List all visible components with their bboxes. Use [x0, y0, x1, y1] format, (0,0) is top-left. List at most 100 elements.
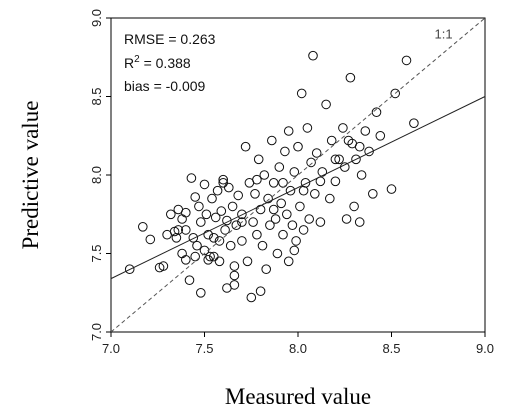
data-point [214, 236, 225, 246]
data-point [242, 256, 253, 267]
points-layer [124, 50, 419, 303]
data-point [252, 229, 262, 240]
data-point [321, 99, 331, 110]
data-point [364, 146, 374, 157]
r2-value: = 0.388 [140, 55, 191, 71]
data-point [289, 245, 300, 256]
data-point [229, 261, 240, 271]
data-point [237, 236, 247, 246]
data-point [283, 256, 294, 267]
data-point [124, 264, 135, 275]
data-point [340, 162, 350, 172]
data-point [218, 174, 228, 185]
data-point [296, 88, 307, 99]
x-axis: 7.0 7.5 8.0 8.5 9.0 [102, 332, 494, 356]
data-point [330, 176, 341, 187]
data-point [291, 236, 301, 246]
rmse-text: RMSE = 0.263 [124, 31, 216, 47]
data-point [203, 229, 213, 240]
data-point [375, 131, 386, 141]
data-point [306, 157, 316, 168]
data-point [386, 184, 397, 194]
data-point [354, 217, 365, 227]
data-point [194, 201, 204, 212]
data-point [205, 251, 215, 262]
data-point [214, 256, 225, 267]
y-tick-label: 8.5 [89, 87, 104, 105]
data-point [212, 185, 223, 196]
data-point [315, 217, 326, 227]
data-point [257, 240, 268, 251]
data-point [255, 286, 266, 297]
r2-superscript: 2 [134, 54, 140, 65]
data-point [181, 254, 191, 265]
data-point [196, 288, 206, 298]
y-tick-label: 7.5 [89, 244, 104, 262]
data-point [231, 220, 242, 230]
data-point [263, 193, 273, 204]
bias-text: bias = -0.009 [124, 78, 206, 94]
data-point [259, 170, 270, 180]
r2-text: R2 = 0.388 [124, 54, 191, 71]
data-point [253, 154, 264, 165]
data-point [401, 55, 412, 66]
r2-prefix: R [124, 55, 134, 71]
data-point [268, 204, 279, 215]
data-point [145, 234, 156, 245]
x-tick-label: 8.0 [289, 341, 307, 356]
x-tick-label: 7.0 [102, 341, 120, 356]
data-point [229, 270, 240, 281]
data-point [261, 264, 272, 275]
data-point [173, 225, 184, 235]
data-point [282, 209, 292, 220]
data-point [289, 167, 300, 177]
data-point [278, 229, 288, 240]
data-point [360, 126, 371, 136]
data-point [276, 198, 287, 209]
data-point [351, 154, 361, 165]
data-point [218, 178, 228, 188]
x-tick-label: 7.5 [195, 341, 213, 356]
data-point [237, 217, 247, 227]
data-point [283, 126, 294, 136]
data-point [356, 170, 367, 180]
y-tick-label: 9.0 [89, 9, 104, 27]
y-tick-label: 7.0 [89, 323, 104, 341]
data-point [345, 72, 356, 83]
data-point [293, 141, 303, 152]
data-point [227, 201, 238, 212]
data-point [237, 209, 247, 220]
data-point [220, 225, 230, 235]
data-point [248, 217, 258, 227]
data-point [246, 292, 257, 303]
data-point [354, 141, 365, 152]
data-point [158, 261, 169, 271]
data-point [188, 233, 199, 243]
data-point [225, 240, 236, 251]
data-point [317, 167, 328, 177]
data-point [177, 248, 187, 259]
data-point [278, 178, 288, 188]
data-point [138, 222, 148, 232]
data-point [229, 280, 240, 290]
data-point [287, 220, 298, 230]
data-point [409, 118, 419, 128]
data-point [240, 141, 251, 152]
data-point [196, 217, 206, 227]
data-point [311, 148, 322, 158]
data-point [171, 233, 182, 243]
data-point [298, 225, 309, 235]
data-point [371, 107, 382, 117]
data-point [186, 173, 197, 183]
data-point [343, 135, 354, 146]
y-axis: 7.0 7.5 8.0 8.5 9.0 [89, 9, 111, 341]
data-point [285, 185, 296, 196]
data-point [308, 50, 318, 61]
data-point [330, 154, 341, 165]
data-point [177, 214, 187, 224]
x-tick-label: 8.5 [382, 341, 400, 356]
data-point [268, 178, 279, 188]
data-point [265, 220, 275, 230]
data-point [181, 225, 191, 235]
data-point [250, 189, 260, 199]
